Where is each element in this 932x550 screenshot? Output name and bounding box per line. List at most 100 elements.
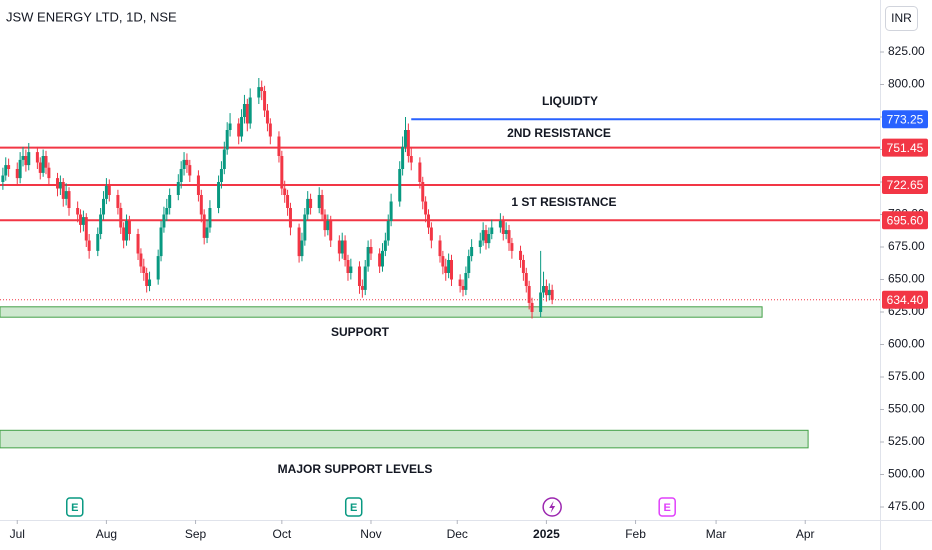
candle-body	[527, 286, 531, 303]
candle-body	[337, 240, 341, 254]
candle-body	[487, 234, 491, 244]
candle-body	[544, 286, 548, 296]
candle-body	[145, 273, 149, 286]
x-tick-label: Nov	[360, 527, 381, 541]
candle-body	[306, 198, 310, 215]
candle-body	[447, 260, 451, 273]
candle-body	[510, 243, 514, 251]
price-tag	[882, 211, 928, 230]
candle-body	[165, 208, 169, 215]
candle-body	[87, 240, 91, 251]
candle-body	[263, 91, 267, 111]
event-label: E	[71, 502, 78, 514]
candle-body	[96, 234, 100, 251]
price-tag-label: 751.45	[887, 141, 924, 155]
y-tick-label: 800.00	[888, 77, 925, 91]
y-tick-label: 575.00	[888, 369, 925, 383]
candle-body	[119, 208, 123, 228]
candle-body	[481, 230, 485, 241]
candle-body	[208, 208, 212, 228]
candle-body	[524, 273, 528, 286]
event-label: E	[350, 502, 357, 514]
candle-body	[44, 156, 48, 168]
candle-body	[148, 279, 152, 286]
candle-body	[418, 162, 422, 182]
candle-body	[421, 182, 425, 202]
annotation: MAJOR SUPPORT LEVELS	[278, 462, 433, 476]
candle-body	[444, 266, 448, 273]
x-tick-label: Mar	[706, 527, 727, 541]
candle-body	[176, 182, 180, 195]
price-tag-label: 695.60	[887, 213, 924, 227]
annotation: 1 ST RESISTANCE	[511, 195, 616, 209]
y-tick-label: 500.00	[888, 467, 925, 481]
candle-body	[15, 169, 19, 179]
candle-body	[41, 156, 45, 173]
candle-body	[539, 292, 543, 312]
candle-body	[429, 227, 433, 241]
y-tick-label: 475.00	[888, 499, 925, 513]
candle-body	[438, 240, 442, 257]
candle-body	[403, 130, 407, 147]
candle-body	[501, 221, 505, 234]
y-tick-label: 550.00	[888, 402, 925, 416]
currency-label[interactable]: INR	[891, 11, 912, 25]
candle-body	[280, 156, 284, 189]
candle-body	[125, 221, 129, 241]
candle-body	[521, 260, 525, 273]
candle-body	[76, 208, 80, 215]
candle-body	[478, 240, 482, 247]
candle-body	[329, 221, 333, 241]
candle-body	[136, 234, 140, 254]
support-zone	[0, 306, 763, 318]
candle-body	[159, 227, 163, 257]
candle-body	[484, 230, 488, 244]
candle-body	[498, 221, 502, 228]
chart-title: JSW ENERGY LTD, 1D, NSE	[6, 9, 177, 24]
price-tag	[882, 176, 928, 195]
event-bolt	[549, 501, 556, 513]
candle-body	[450, 260, 454, 280]
candle-body	[127, 221, 131, 234]
x-tick-label: Apr	[796, 527, 815, 541]
candle-body	[260, 87, 264, 91]
x-tick-label: Oct	[272, 527, 291, 541]
candle-body	[320, 195, 324, 215]
candle-body	[139, 253, 143, 267]
currency-button[interactable]	[885, 6, 918, 31]
candle-body	[24, 156, 28, 166]
candle-body	[398, 169, 402, 202]
candle-body	[340, 240, 344, 254]
candle-body	[458, 279, 462, 286]
candle-body	[188, 165, 192, 176]
candle-body	[104, 185, 108, 199]
candle-body	[84, 217, 88, 241]
candle-body	[519, 250, 523, 260]
candle-body	[196, 175, 200, 195]
candle-body	[490, 227, 494, 234]
candle-body	[35, 152, 39, 163]
candle-body	[309, 198, 313, 208]
candle-body	[401, 146, 405, 169]
candle-body	[406, 130, 410, 156]
candle-body	[542, 286, 546, 293]
candle-body	[179, 169, 183, 182]
candle-body	[389, 201, 393, 221]
candle-body	[326, 221, 330, 231]
candle-body	[386, 221, 390, 241]
price-tag-label: 773.25	[887, 112, 924, 126]
x-tick-label: Feb	[625, 527, 646, 541]
candle-body	[79, 214, 83, 225]
candle-body	[225, 130, 229, 150]
candle-body	[286, 195, 290, 208]
candle-body	[242, 104, 246, 117]
candle-body	[107, 185, 111, 195]
candle-body	[116, 195, 120, 208]
candle-body	[27, 152, 31, 166]
candle-body	[369, 247, 373, 254]
candle-body	[265, 110, 269, 124]
candle-body	[470, 247, 474, 257]
candle-body	[56, 178, 60, 189]
candle-body	[467, 256, 471, 273]
